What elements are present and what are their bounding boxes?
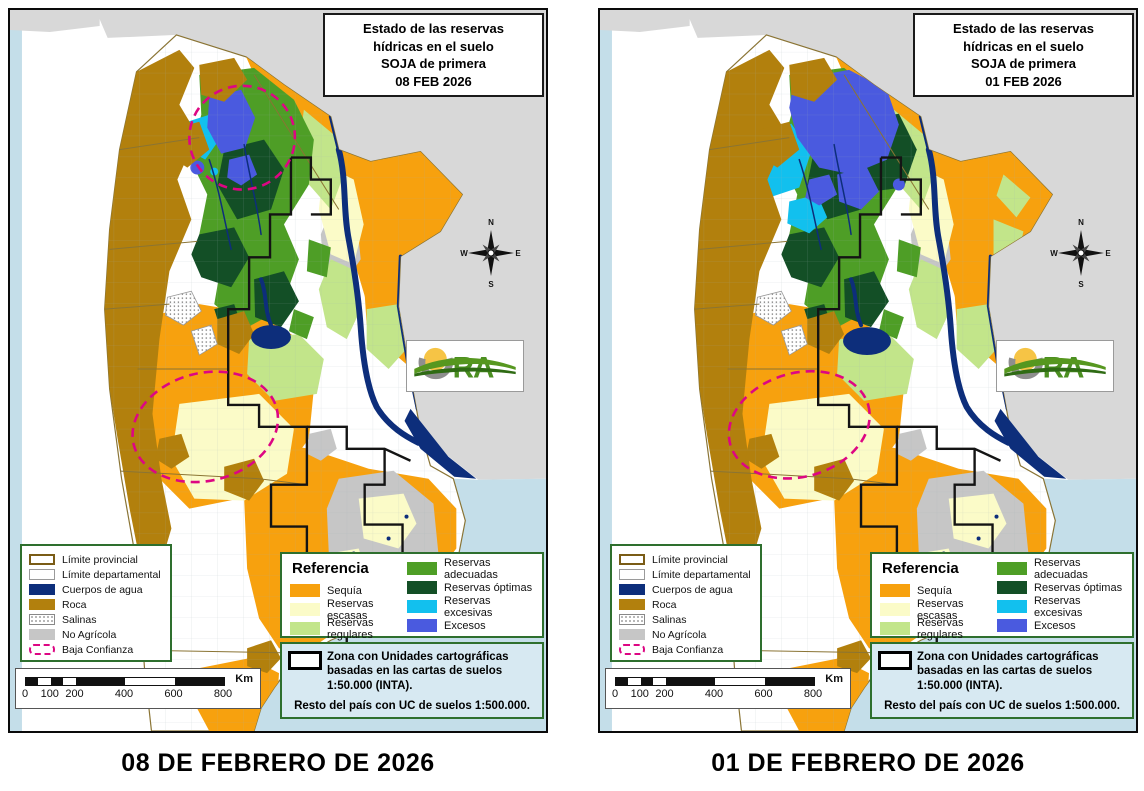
referencia-legend: Referencia Sequía Reservas escasas Reser… [280,552,544,641]
legend-item: Cuerpos de agua [29,582,163,597]
drought-swatch [880,584,910,597]
excess-swatch [997,619,1028,632]
svg-text:W: W [460,249,468,258]
legend-item: Reservas escasas [880,598,997,622]
legend-item: Reservas regulares [880,617,997,641]
referencia-legend: Referencia Sequía Reservas escasas Reser… [870,552,1134,641]
legend-item: Límite departamental [619,567,753,582]
scarce-reserves-swatch [880,603,910,616]
map-date-caption-08feb: 08 DE FEBRERO DE 2026 [121,749,435,777]
scale-bar-segments [615,677,815,686]
map-title-box: Estado de las reservas hídricas en el su… [913,13,1134,98]
legend-item: Reservas adecuadas [407,557,534,581]
legend-item: Excesos [997,616,1124,635]
low-confidence-swatch [29,644,55,655]
provincial-limit-swatch [29,554,55,565]
legend-item: No Agrícola [29,627,163,642]
legend-item: Límite departamental [29,567,163,582]
legend-item: Límite provincial [29,552,163,567]
regular-reserves-swatch [290,622,320,635]
excess-swatch [407,619,438,632]
map-column-01feb: Estado de las reservas hídricas en el su… [598,8,1138,778]
legend-item: Sequía [880,581,997,600]
legend-item: Baja Confianza [619,642,753,657]
legend-item: Baja Confianza [29,642,163,657]
legend-item: Reservas excesivas [407,595,534,619]
optimal-reserves-swatch [997,581,1028,594]
legend-item: Reservas óptimas [407,578,534,597]
inta-note-box: Zona con Unidades cartográficas basadas … [280,642,544,719]
rock-swatch [619,599,645,610]
svg-text:S: S [488,280,494,288]
map-column-08feb: Estado de las reservas hídricas en el su… [8,8,548,778]
legend-item: Reservas excesivas [997,595,1124,619]
legend-item: Salinas [619,612,753,627]
salt-flats-swatch [29,614,55,625]
departmental-limit-swatch [619,569,645,580]
optimal-reserves-swatch [407,581,438,594]
legend-item: Reservas óptimas [997,578,1124,597]
svg-text:W: W [1050,249,1058,258]
legend-item: Reservas adecuadas [997,557,1124,581]
legend-item: Cuerpos de agua [619,582,753,597]
adequate-reserves-swatch [407,562,438,575]
ora-logo: RA [406,340,524,392]
salt-flats-swatch [619,614,645,625]
compass-rose-icon: N S W E [460,216,522,289]
legend-item: Reservas regulares [290,617,407,641]
scale-unit: Km [825,673,843,685]
ora-logo: RA [996,340,1114,392]
scale-unit: Km [235,673,253,685]
svg-text:E: E [1105,249,1111,258]
legend-item: Sequía [290,581,407,600]
map-panel-01feb: Estado de las reservas hídricas en el su… [598,8,1138,733]
legend-item: Roca [619,597,753,612]
adequate-reserves-swatch [997,562,1028,575]
map-title-box: Estado de las reservas hídricas en el su… [323,13,544,98]
excessive-reserves-swatch [997,600,1028,613]
inta-note-box: Zona con Unidades cartográficas basadas … [870,642,1134,719]
excessive-reserves-swatch [407,600,438,613]
map-date-caption-01feb: 01 DE FEBRERO DE 2026 [711,749,1025,777]
low-confidence-swatch [619,644,645,655]
inta-zone-symbol [288,651,322,670]
legend-item: Reservas escasas [290,598,407,622]
svg-text:S: S [1078,280,1084,288]
legend-item: Excesos [407,616,534,635]
non-agricultural-swatch [29,629,55,640]
provincial-limit-swatch [619,554,645,565]
map-legend: Límite provincial Límite departamental C… [20,544,172,662]
inta-zone-symbol [878,651,912,670]
compass-rose-icon: N S W E [1050,216,1112,289]
svg-text:N: N [488,218,494,227]
legend-item: No Agrícola [619,627,753,642]
map-legend: Límite provincial Límite departamental C… [610,544,762,662]
regular-reserves-swatch [880,622,910,635]
svg-text:N: N [1078,218,1084,227]
departmental-limit-swatch [29,569,55,580]
legend-item: Salinas [29,612,163,627]
scale-bar: Km 0 100 200 400 600 800 [15,668,261,709]
drought-swatch [290,584,320,597]
ora-logo-graphic: RA [414,347,516,384]
scarce-reserves-swatch [290,603,320,616]
rock-swatch [29,599,55,610]
ora-logo-graphic: RA [1004,347,1106,384]
water-bodies-swatch [29,584,55,595]
scale-bar-segments [25,677,225,686]
scale-bar: Km 0 100 200 400 600 800 [605,668,851,709]
non-agricultural-swatch [619,629,645,640]
legend-item: Límite provincial [619,552,753,567]
legend-item: Roca [29,597,163,612]
map-panel-08feb: Estado de las reservas hídricas en el su… [8,8,548,733]
water-bodies-swatch [619,584,645,595]
svg-text:E: E [515,249,521,258]
